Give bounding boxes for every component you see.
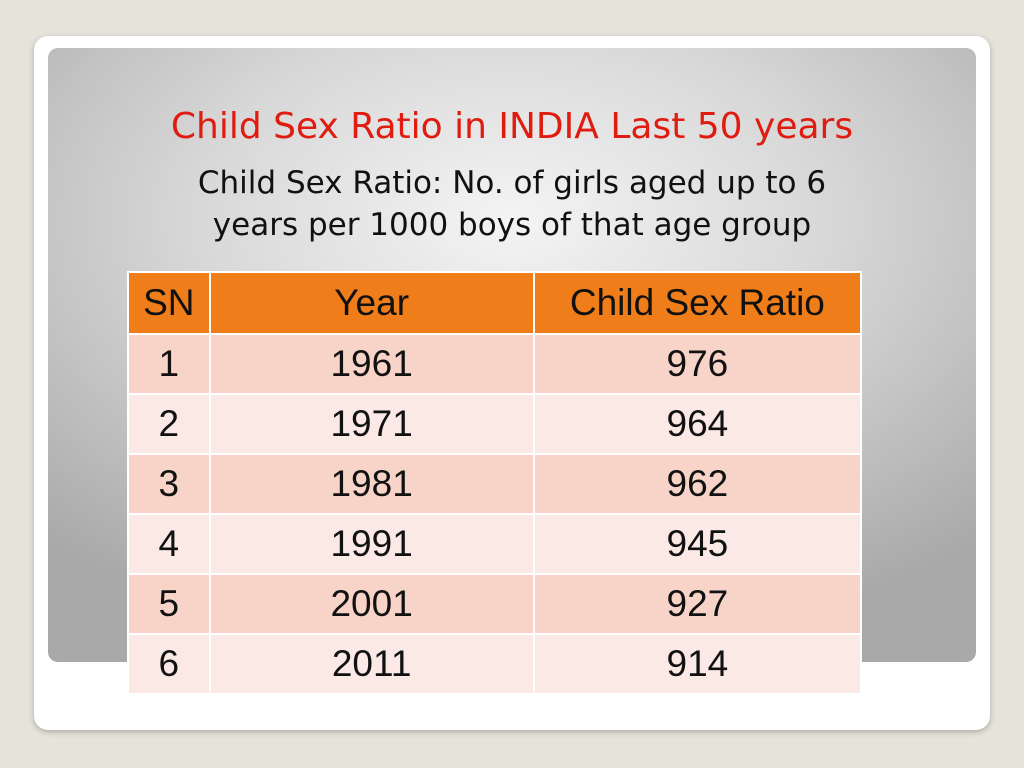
cell-ratio: 945 xyxy=(532,513,863,575)
cell-ratio: 964 xyxy=(532,393,863,455)
cell-sn: 6 xyxy=(127,633,211,695)
cell-year: 1991 xyxy=(208,513,535,575)
cell-ratio: 962 xyxy=(532,453,863,515)
header-child-sex-ratio: Child Sex Ratio xyxy=(532,271,863,335)
cell-sn: 3 xyxy=(127,453,211,515)
table-row: 5 2001 927 xyxy=(127,573,863,635)
cell-ratio: 914 xyxy=(532,633,863,695)
table-row: 2 1971 964 xyxy=(127,393,863,455)
slide-title: Child Sex Ratio in INDIA Last 50 years xyxy=(170,106,854,147)
cell-sn: 4 xyxy=(127,513,211,575)
cell-year: 2001 xyxy=(208,573,535,635)
cell-sn: 2 xyxy=(127,393,211,455)
cell-sn: 1 xyxy=(127,333,211,395)
header-year: Year xyxy=(208,271,535,335)
table-row: 1 1961 976 xyxy=(127,333,863,395)
cell-year: 2011 xyxy=(208,633,535,695)
cell-sn: 5 xyxy=(127,573,211,635)
slide-subtitle: Child Sex Ratio: No. of girls aged up to… xyxy=(48,162,976,246)
header-sn: SN xyxy=(127,271,211,335)
cell-ratio: 927 xyxy=(532,573,863,635)
cell-year: 1961 xyxy=(208,333,535,395)
cell-ratio: 976 xyxy=(532,333,863,395)
subtitle-line-1: Child Sex Ratio: No. of girls aged up to… xyxy=(197,165,827,201)
cell-year: 1981 xyxy=(208,453,535,515)
sex-ratio-table: SN Year Child Sex Ratio 1 1961 976 2 197… xyxy=(127,271,863,695)
table-row: 3 1981 962 xyxy=(127,453,863,515)
table-row: 4 1991 945 xyxy=(127,513,863,575)
subtitle-line-2: years per 1000 boys of that age group xyxy=(212,207,812,243)
cell-year: 1971 xyxy=(208,393,535,455)
table-header-row: SN Year Child Sex Ratio xyxy=(127,271,863,335)
table-row: 6 2011 914 xyxy=(127,633,863,695)
